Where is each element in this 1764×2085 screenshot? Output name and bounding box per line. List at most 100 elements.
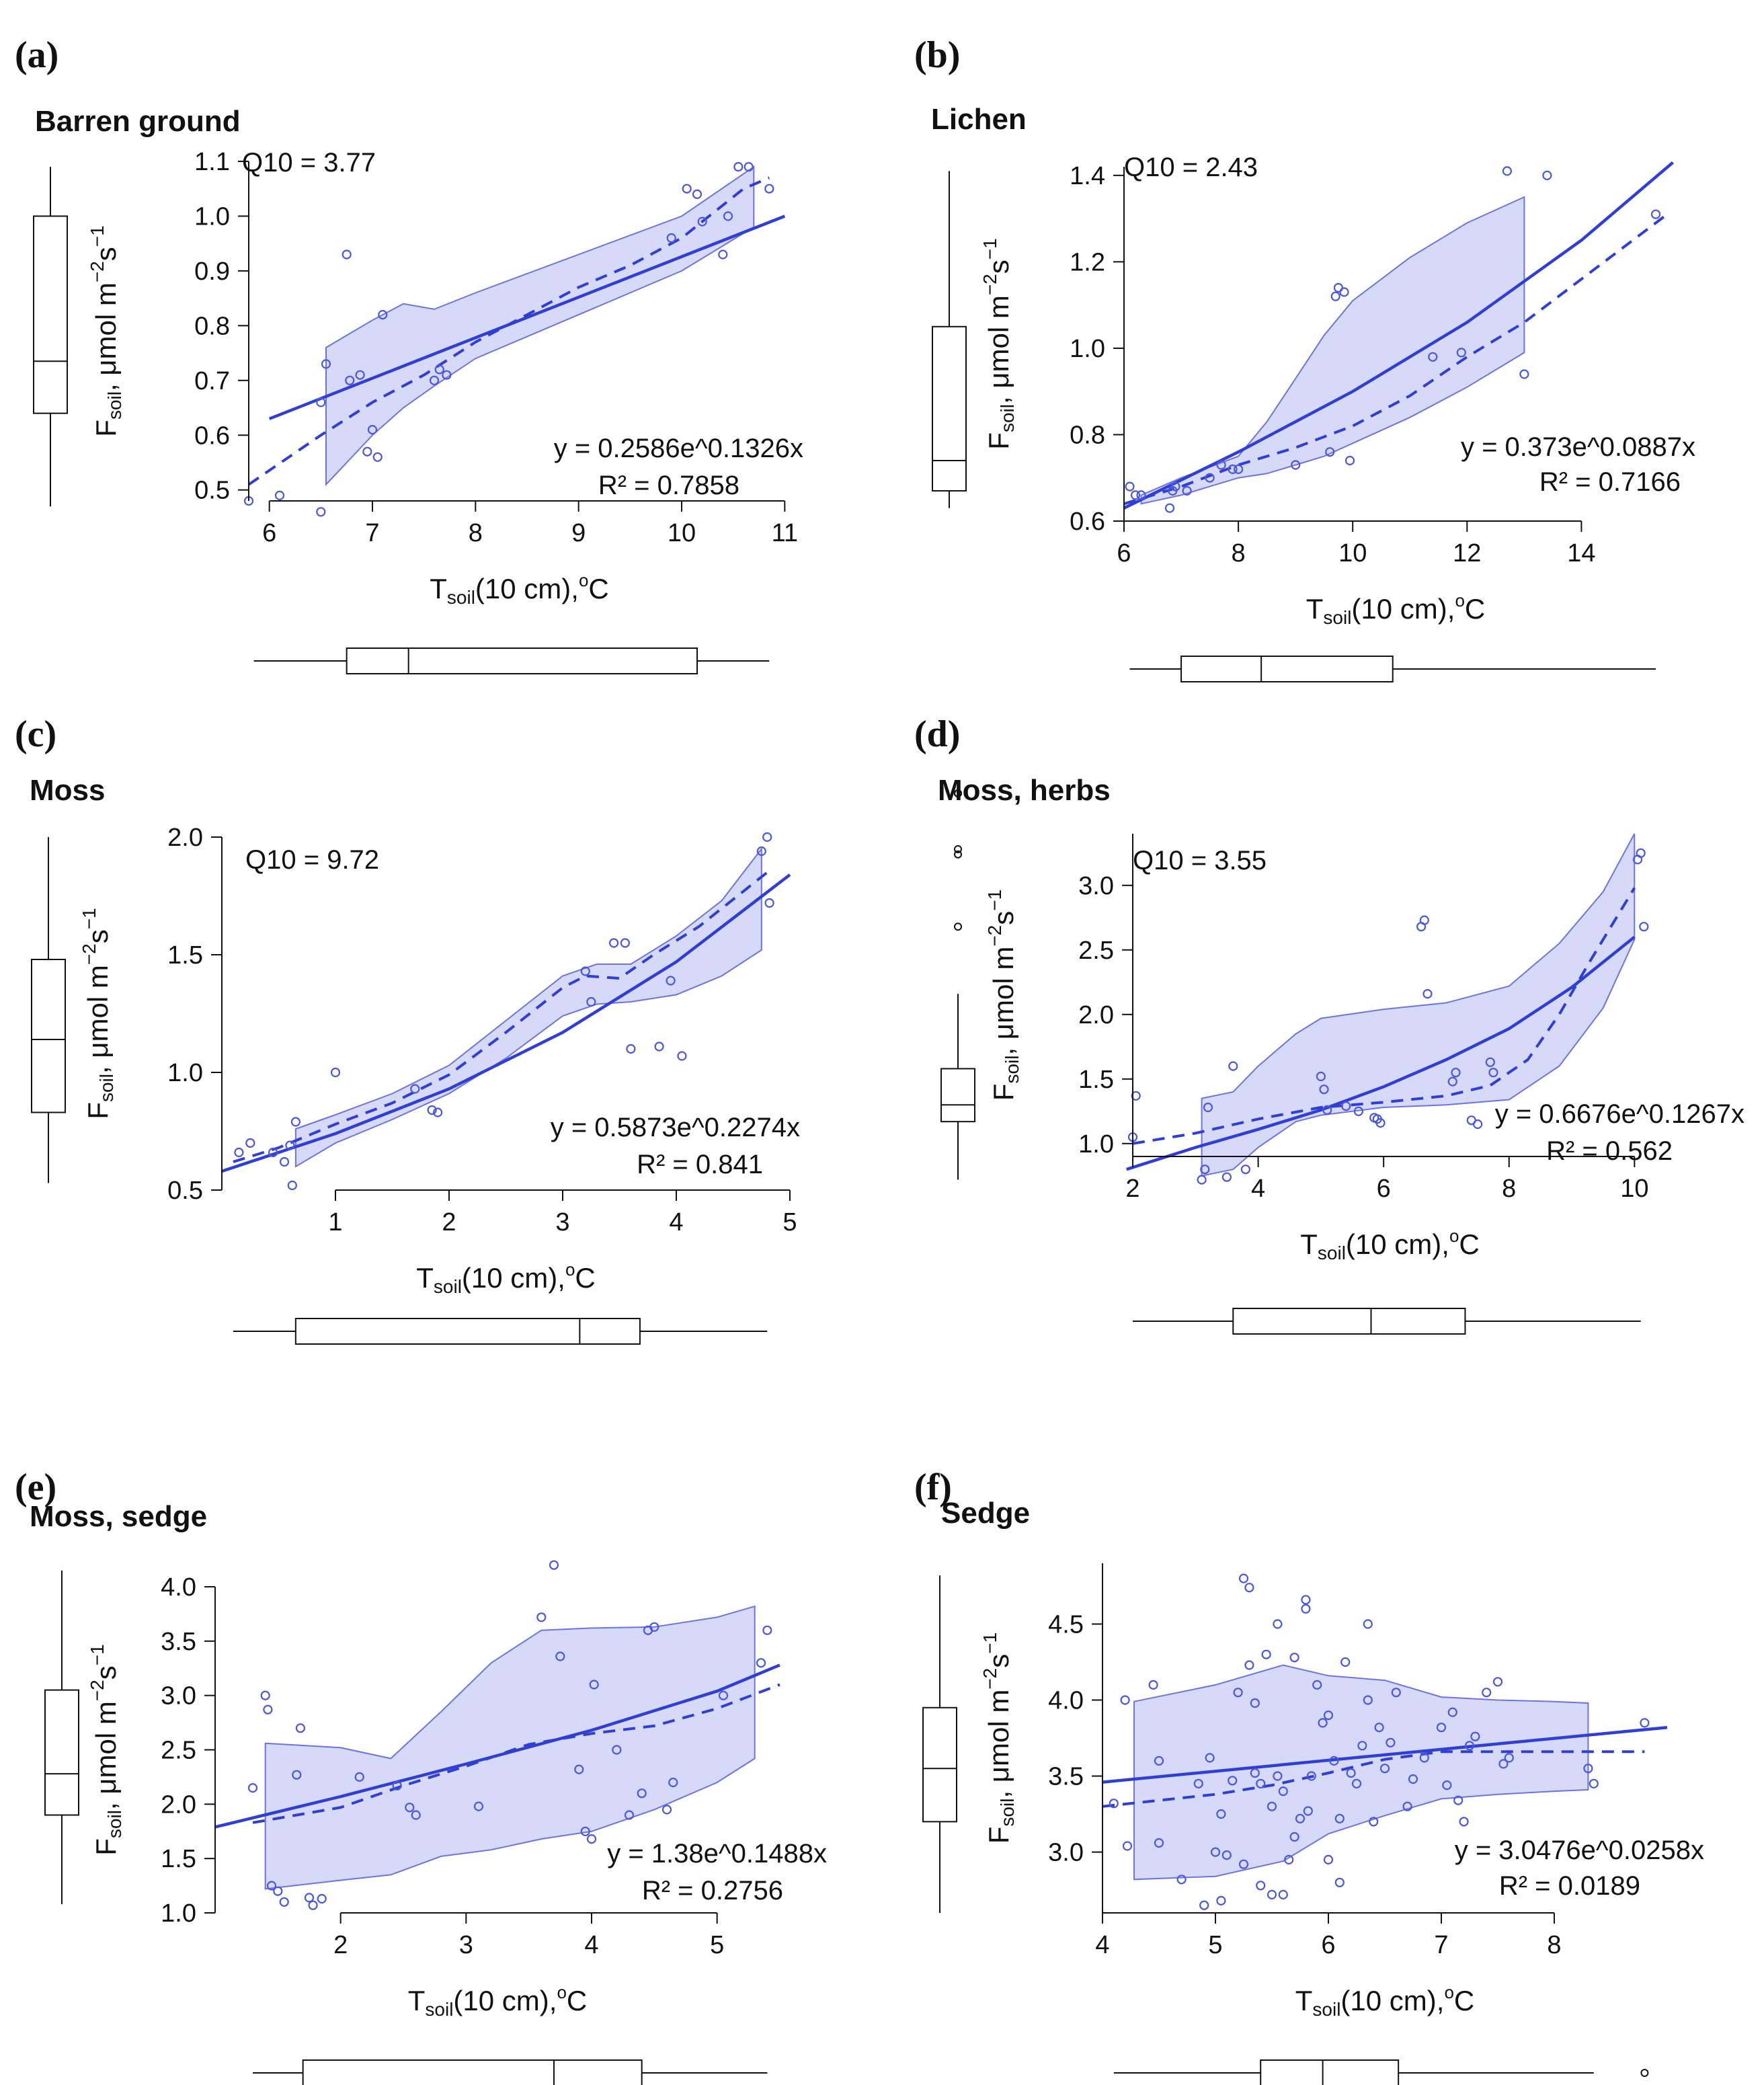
y-tick-label: 1.2 xyxy=(1070,248,1105,276)
data-point xyxy=(429,375,440,385)
data-point xyxy=(1312,1680,1322,1690)
x-boxplot-box xyxy=(294,1318,641,1345)
x-tick-label: 6 xyxy=(262,519,276,547)
x-tick-label: 9 xyxy=(571,519,586,547)
panel-label: (b) xyxy=(914,34,960,76)
data-point xyxy=(1391,1688,1401,1698)
data-point xyxy=(1345,455,1355,466)
y-label-exp2: −1 xyxy=(87,1644,108,1665)
data-point xyxy=(1447,1707,1457,1717)
y-tick-label: 4.5 xyxy=(1048,1610,1084,1639)
data-point xyxy=(756,1658,766,1668)
data-point xyxy=(1136,490,1146,500)
y-label-mid: , μmol m xyxy=(90,1701,122,1810)
data-point xyxy=(1334,1877,1345,1887)
y-label-prefix: F xyxy=(988,1084,1019,1101)
panel-title: Lichen xyxy=(931,103,1027,136)
x-tick-label: 4 xyxy=(1095,1931,1109,1959)
y-tick-label: 1.5 xyxy=(1078,1066,1114,1094)
data-point xyxy=(330,1067,341,1078)
data-point xyxy=(1329,1756,1339,1766)
confidence-band xyxy=(1201,833,1636,1177)
y-label-subscript: soil xyxy=(997,1799,1018,1827)
x-tick-label: 7 xyxy=(1434,1931,1448,1959)
data-point xyxy=(1278,1786,1288,1797)
y-label-s: s xyxy=(983,260,1014,274)
panel-label: (e) xyxy=(15,1466,56,1508)
x-tick-label: 12 xyxy=(1453,539,1481,567)
x-label-subscript: soil xyxy=(1312,1999,1340,2020)
data-point xyxy=(1301,1595,1311,1605)
y-tick-label: 3.5 xyxy=(1048,1763,1084,1791)
x-label-subscript: soil xyxy=(425,1999,453,2020)
panel-label: (a) xyxy=(15,34,58,76)
data-point xyxy=(1291,460,1301,470)
y-label-mid: , μmol m xyxy=(988,947,1019,1056)
x-label-degree: o xyxy=(565,1259,575,1280)
r2-label: R² = 0.7858 xyxy=(598,471,739,500)
data-point xyxy=(362,446,372,457)
data-point xyxy=(624,1810,635,1820)
r2-label: R² = 0.562 xyxy=(1546,1136,1673,1166)
data-point xyxy=(574,1764,584,1774)
equation-label: y = 3.0476e^0.0258x xyxy=(1455,1836,1704,1865)
data-point xyxy=(1250,1698,1260,1708)
data-point xyxy=(473,1801,484,1811)
data-point xyxy=(756,846,766,857)
data-point xyxy=(668,1777,678,1788)
x-tick-label: 8 xyxy=(1547,1931,1561,1959)
x-axis-label: Tsoil(10 cm),oC xyxy=(430,570,609,608)
data-point xyxy=(279,1897,289,1907)
data-point xyxy=(762,832,772,842)
data-point xyxy=(1482,1688,1492,1698)
y-axis-label: Fsoil, μmol m−2s−1 xyxy=(979,1632,1018,1844)
x-tick-label: 5 xyxy=(783,1208,797,1236)
data-point xyxy=(1325,447,1335,457)
data-point xyxy=(245,1138,255,1148)
x-axis-label: Tsoil(10 cm),oC xyxy=(416,1259,596,1297)
data-point xyxy=(1148,1680,1158,1690)
data-point xyxy=(1363,1619,1373,1629)
y-label-mid: , μmol m xyxy=(90,282,122,391)
data-point xyxy=(1379,1764,1390,1774)
x-tick-label: 6 xyxy=(1377,1175,1391,1203)
data-point xyxy=(1228,1776,1238,1786)
panel-title: Moss xyxy=(30,774,105,807)
data-point xyxy=(697,217,707,227)
data-point xyxy=(1228,464,1238,475)
data-point xyxy=(1502,166,1512,176)
y-tick-label: 3.5 xyxy=(161,1628,196,1656)
data-point xyxy=(1193,1778,1203,1788)
y-boxplot-outlier xyxy=(954,922,962,931)
data-point xyxy=(345,375,355,385)
data-point xyxy=(1303,1806,1313,1816)
y-tick-label: 0.8 xyxy=(194,312,230,340)
y-boxplot-box xyxy=(932,325,967,492)
data-point xyxy=(1323,1854,1334,1864)
data-point xyxy=(372,452,383,462)
data-point xyxy=(1351,1778,1362,1788)
data-point xyxy=(266,1881,277,1891)
data-point xyxy=(1256,1778,1266,1788)
equation-label: y = 0.6676e^0.1267x xyxy=(1495,1099,1745,1129)
data-point xyxy=(1131,1091,1141,1101)
data-point xyxy=(1130,490,1141,500)
data-point xyxy=(1306,1771,1316,1781)
x-label-suffix: (10 cm), xyxy=(462,1262,565,1294)
panel-3: (d) Moss, herbs 2 4 6 8 10 1.0 1.5 2.0 2.5 3.0 Tsoil… xyxy=(914,713,1745,1335)
data-point xyxy=(1197,1175,1207,1185)
y-label-exp1: −2 xyxy=(79,943,99,965)
data-point xyxy=(549,1560,559,1570)
y-label-exp1: −2 xyxy=(979,1668,1000,1690)
data-point xyxy=(692,189,703,199)
data-point xyxy=(1122,1841,1133,1851)
data-point xyxy=(1498,1759,1509,1769)
loess-dashed-line xyxy=(233,871,768,1163)
x-label-subscript: soil xyxy=(1318,1243,1346,1263)
data-point xyxy=(666,976,676,986)
y-tick-label: 0.6 xyxy=(194,422,230,450)
data-point xyxy=(1330,291,1340,301)
data-point xyxy=(682,184,692,194)
data-point xyxy=(1125,481,1135,491)
data-point xyxy=(1422,988,1433,999)
